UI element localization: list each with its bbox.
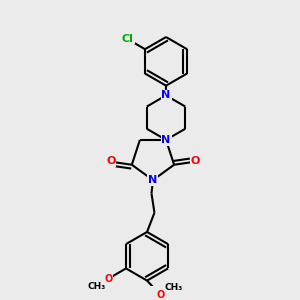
Text: O: O: [190, 157, 200, 166]
Text: N: N: [161, 90, 171, 100]
Text: N: N: [161, 135, 171, 145]
Text: CH₃: CH₃: [87, 282, 106, 291]
Text: Cl: Cl: [122, 34, 134, 44]
Text: O: O: [106, 157, 116, 166]
Text: O: O: [157, 290, 165, 300]
Text: N: N: [148, 175, 158, 185]
Text: O: O: [104, 274, 112, 284]
Text: CH₃: CH₃: [165, 283, 183, 292]
